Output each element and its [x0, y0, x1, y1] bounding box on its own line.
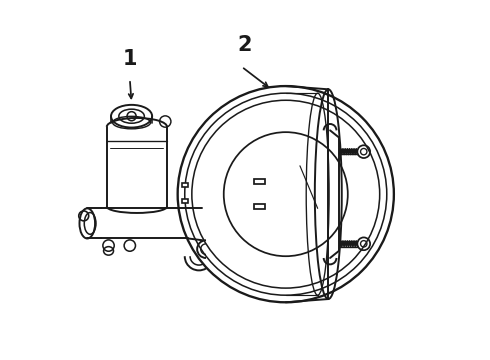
FancyBboxPatch shape — [253, 204, 265, 209]
Text: 2: 2 — [238, 35, 252, 55]
FancyBboxPatch shape — [253, 179, 265, 184]
Text: 1: 1 — [122, 49, 137, 69]
FancyBboxPatch shape — [182, 199, 188, 203]
FancyBboxPatch shape — [182, 183, 188, 187]
